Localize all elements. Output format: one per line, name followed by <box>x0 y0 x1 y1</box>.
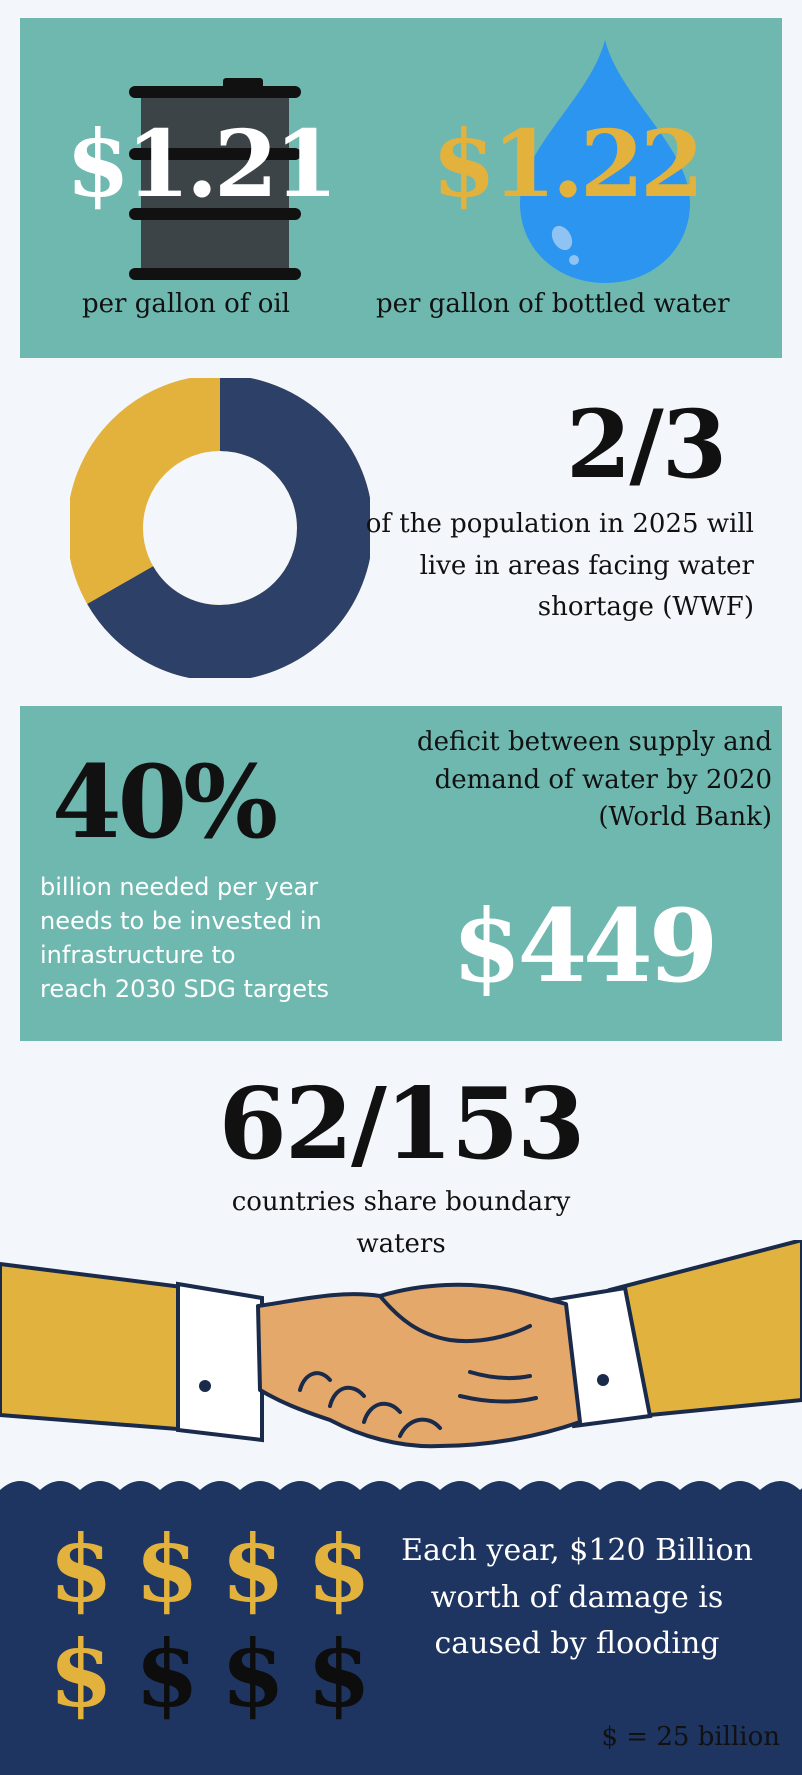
flooding-caption: Each year, $120 Billion worth of damage … <box>372 1528 782 1668</box>
investment-caption: billion needed per year needs to be inve… <box>40 870 440 1006</box>
dollar-icon-black: $ <box>306 1620 371 1729</box>
shortage-caption-line: shortage (WWF) <box>537 592 754 623</box>
dollar-icon-gold: $ <box>220 1515 285 1623</box>
population-donut-chart <box>70 378 370 678</box>
shortage-caption-line: of the population in 2025 will <box>365 509 754 539</box>
water-drop-icon <box>520 40 690 283</box>
boundary-value: 62/153 <box>218 1067 586 1182</box>
deficit-caption-line: demand of water by 2020 <box>434 764 772 795</box>
oil-price-caption: per gallon of oil <box>82 289 290 319</box>
shortage-caption-line: live in areas facing water <box>419 550 754 581</box>
deficit-value: 40% <box>52 743 278 861</box>
oil-price-value: $1.21 <box>66 110 338 218</box>
flooding-caption-line: worth of damage is <box>430 1579 724 1615</box>
investment-caption-line: billion needed per year <box>40 873 319 901</box>
handshake-icon <box>0 1240 802 1449</box>
boundary-caption-line: waters <box>356 1228 446 1259</box>
investment-caption-line: infrastructure to <box>40 941 236 970</box>
deficit-caption-line: deficit between supply and <box>416 727 772 757</box>
investment-caption-line: reach 2030 SDG targets <box>40 975 329 1004</box>
dollar-icon-gold: $ <box>48 1515 113 1623</box>
flooding-panel: $ $ $ $ $ $ $ $ Each year, $120 Billion worth o… <box>0 1500 802 1775</box>
deficit-caption-line: (World Bank) <box>598 802 772 833</box>
flooding-caption-line: Each year, $120 Billion <box>401 1533 753 1568</box>
boundary-caption-line: countries share boundary <box>231 1187 571 1217</box>
water-price-caption: per gallon of bottled water <box>376 289 730 319</box>
dollar-pictogram-grid: $ $ $ $ $ $ $ $ <box>38 1515 378 1729</box>
investment-caption-line: needs to be invested in <box>40 907 322 936</box>
dollar-icon-black: $ <box>134 1620 199 1729</box>
dollar-icon-gold: $ <box>306 1515 371 1623</box>
dollar-icon-gold: $ <box>134 1515 199 1623</box>
oil-barrel-icon <box>129 78 301 280</box>
shortage-caption: of the population in 2025 will live in a… <box>240 504 754 629</box>
dollar-icon-black: $ <box>220 1620 285 1729</box>
investment-value: $449 <box>452 887 718 1005</box>
flooding-caption-line: caused by flooding <box>434 1626 720 1661</box>
water-price-value: $1.22 <box>432 110 704 218</box>
donut-share-arc <box>70 378 370 678</box>
boundary-caption: countries share boundary waters <box>0 1182 802 1265</box>
deficit-investment-panel: 40% deficit between supply and demand of… <box>20 706 782 1041</box>
shortage-fraction: 2/3 <box>566 390 727 500</box>
dollar-icon-gold: $ <box>48 1620 113 1729</box>
deficit-caption: deficit between supply and demand of wat… <box>320 724 772 837</box>
price-comparison-panel: $1.21 $1.22 per gallon of oil per gallon… <box>20 18 782 358</box>
flooding-legend: $ = 25 billion <box>601 1722 780 1752</box>
